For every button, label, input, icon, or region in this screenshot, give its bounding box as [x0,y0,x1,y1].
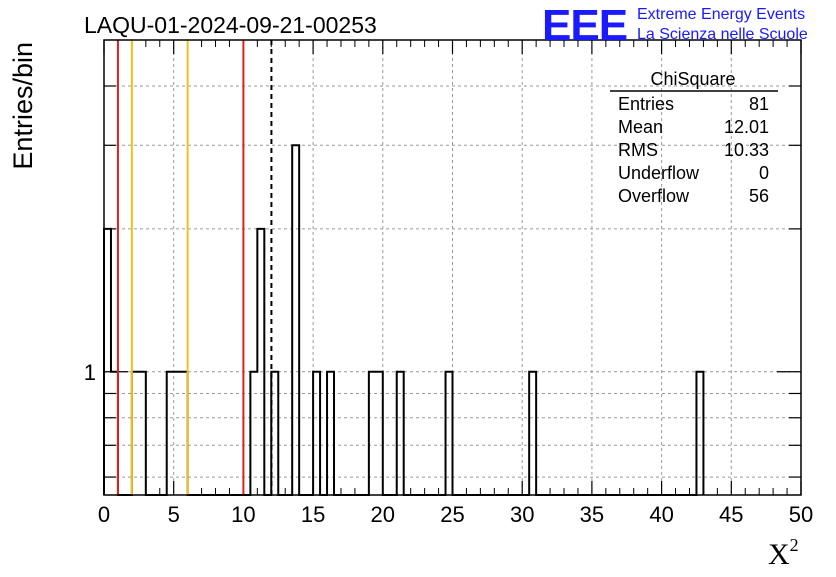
histogram-bin [250,372,257,495]
histogram-bin [292,145,299,495]
stats-row-value: 81 [749,94,769,114]
stats-row-label: Mean [618,117,663,137]
eee-logo-line1: Extreme Energy Events [637,6,805,23]
x-tick-label: 0 [98,502,110,527]
histogram-bin [397,372,404,495]
histogram-bin [181,372,188,495]
stats-row-value: 0 [759,163,769,183]
stats-row-value: 10.33 [724,140,769,160]
histogram-bin [529,372,536,495]
histogram-bin [376,372,383,495]
histogram-bin [257,229,264,495]
x-tick-label: 15 [301,502,325,527]
histogram-bin [327,372,334,495]
x-tick-label: 45 [719,502,743,527]
stats-row-value: 56 [749,186,769,206]
histogram-bin [111,372,118,495]
histogram-bin [696,372,703,495]
eee-logo: EEE Extreme Energy Events La Scienza nel… [542,1,808,50]
stats-row-label: Entries [618,94,674,114]
histogram-bins [103,144,705,496]
stats-rows: Entries 81 Mean 12.01 RMS 10.33 Underflow 0 Over… [618,94,769,206]
histogram-bin [313,372,320,495]
x-tick-label: 30 [510,502,534,527]
x-tick-label: 10 [231,502,255,527]
y-tick-label: 1 [84,360,96,385]
histogram-bin [369,372,376,495]
x-tick-label: 50 [789,502,813,527]
x-tick-label: 25 [440,502,464,527]
stats-row-label: Underflow [618,163,700,183]
x-tick-label: 35 [580,502,604,527]
x-tick-label: 40 [649,502,673,527]
histogram-outline [103,144,705,496]
y-tick-labels: 1 [84,360,96,385]
stats-row-value: 12.01 [724,117,769,137]
stats-box: ChiSquare Entries 81 Mean 12.01 RMS 10.33 Unde… [610,69,778,206]
y-axis-label: Entries/bin [8,42,38,170]
x-tick-labels: 0 5 10 15 20 25 30 35 40 45 50 [98,502,813,527]
reference-lines [116,40,273,495]
x-axis-label: X2 [768,535,799,571]
histogram-bin [174,372,181,495]
histogram-bin [132,372,139,495]
x-tick-label: 5 [168,502,180,527]
chart-title: LAQU-01-2024-09-21-00253 [84,12,377,38]
histogram-bin [446,372,453,495]
eee-logo-line2: La Scienza nelle Scuole [637,26,808,43]
stats-box-title: ChiSquare [650,69,735,89]
plot-frame [103,39,802,496]
stats-row-label: Overflow [618,186,690,206]
histogram-bin [139,372,146,495]
x-tick-label: 20 [371,502,395,527]
eee-logo-mark: EEE [542,1,627,50]
histogram-bin [167,372,174,495]
histogram-bin [104,229,111,495]
stats-row-label: RMS [618,140,658,160]
